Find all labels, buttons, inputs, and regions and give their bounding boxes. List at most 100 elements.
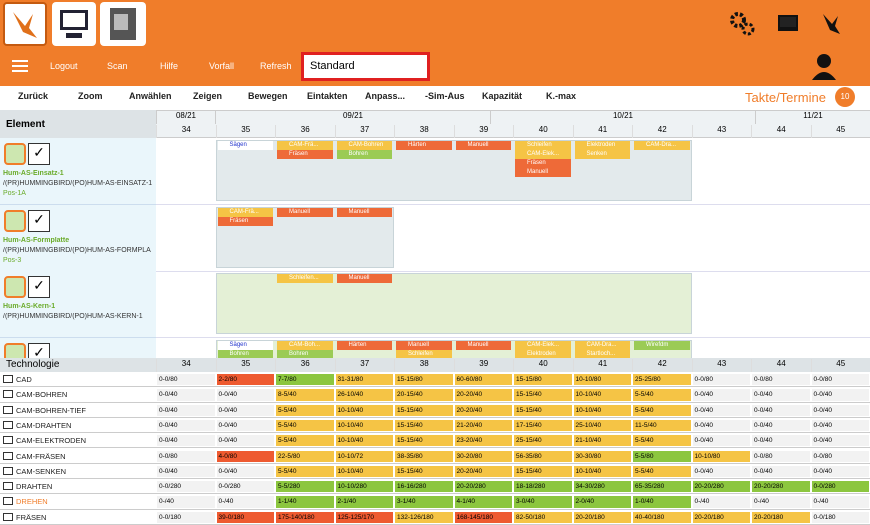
menu-item[interactable]: Vorfall	[209, 61, 235, 71]
menu-item[interactable]: Refresh	[260, 61, 292, 71]
menu-bar	[0, 48, 870, 86]
tech-cell: 0-/40	[692, 496, 750, 508]
tech-cell: 25-10/40	[573, 419, 631, 432]
bar-segment[interactable]: CAM-Frä...	[277, 141, 333, 150]
tech-cell: 175-140/180	[276, 511, 334, 523]
bar-segment[interactable]: Manuell	[455, 141, 511, 150]
bar-segment[interactable]: Manuell	[277, 208, 333, 217]
tech-cell: 0-0/80	[752, 450, 810, 462]
tech-name: FRÄSEN	[16, 512, 47, 522]
tech-cell: 5-5/40	[276, 435, 334, 447]
action-button[interactable]: Anwählen	[129, 91, 172, 101]
bar-segment[interactable]: Schleifen	[515, 141, 571, 150]
bar-segment[interactable]: CAM-Dra...	[634, 141, 690, 150]
bar-segment[interactable]: CAM-Frä...	[217, 208, 273, 217]
bar-segment[interactable]: CAM-Boh...	[277, 341, 333, 350]
bar-segment[interactable]: Manuell	[336, 208, 392, 217]
tech-cell: 20-20/280	[752, 481, 810, 493]
bar-segment[interactable]: Fräsen	[217, 217, 273, 226]
bar-segment[interactable]: Startloch...	[574, 350, 630, 359]
tech-cell: 2-1/40	[335, 496, 393, 508]
bar-segment[interactable]: Sägen	[217, 141, 273, 150]
tech-cell: 0-0/40	[752, 435, 810, 447]
action-button[interactable]: Bewegen	[248, 91, 288, 101]
bar-segment[interactable]: Manuell	[336, 274, 392, 283]
mode-label[interactable]: Takte/Termine	[745, 90, 826, 105]
action-button[interactable]: Eintakten	[307, 91, 348, 101]
bar-segment[interactable]: CAM-Dra...	[574, 341, 630, 350]
bar-segment[interactable]: Härten	[396, 141, 452, 150]
tech-cell: 16-16/280	[395, 481, 453, 493]
bar-segment[interactable]: Elektroden	[515, 350, 571, 359]
tech-cell: 10-10/40	[335, 465, 393, 478]
tech-cell: 30-20/80	[454, 450, 512, 462]
hamburger[interactable]	[12, 60, 30, 74]
app-tile[interactable]	[3, 2, 47, 46]
checkbox[interactable]: ✓	[28, 210, 50, 232]
bar-segment[interactable]: Manuell	[515, 168, 571, 177]
checkbox[interactable]: ✓	[28, 143, 50, 165]
action-button[interactable]: Zeigen	[193, 91, 223, 101]
tech-cell: 10-10/80	[692, 450, 750, 462]
app-tile[interactable]	[52, 2, 96, 46]
tech-cell: 2-0/40	[573, 496, 631, 508]
menu-item[interactable]: Logout	[50, 61, 78, 71]
bar-segment[interactable]: Manuell	[455, 341, 511, 350]
tech-cell: 0-0/40	[157, 389, 215, 401]
bar-segment[interactable]: Schleifen...	[277, 274, 333, 283]
tech-cell: 8-5/40	[276, 389, 334, 401]
menu-item[interactable]: Scan	[107, 61, 128, 71]
bar-segment[interactable]: CAM-Bohren	[336, 141, 392, 150]
bar-segment[interactable]: Senken	[574, 150, 630, 159]
bar-segment[interactable]: Fräsen	[515, 159, 571, 168]
row-grid	[156, 138, 870, 205]
bar-segment[interactable]: CAM-Elek...	[515, 341, 571, 350]
tech-cell: 15-15/80	[514, 374, 572, 386]
bar-segment[interactable]: Sägen	[217, 341, 273, 350]
tech-cell: 0-0/40	[811, 389, 869, 401]
tech-icon	[3, 451, 13, 460]
action-button[interactable]: Kapazität	[482, 91, 523, 101]
user-icon[interactable]	[810, 52, 838, 82]
menu-item[interactable]: Hilfe	[160, 61, 179, 71]
element-name: Hum-AS-Kern-1	[3, 303, 56, 310]
tech-cell: 1-0/40	[633, 496, 691, 508]
tech-cell: 0-0/40	[752, 404, 810, 416]
bar-segment[interactable]: Fräsen	[277, 150, 333, 159]
action-button[interactable]: Anpass...	[365, 91, 406, 101]
bar-segment[interactable]: CAM-Elek...	[515, 150, 571, 159]
tech-cell: 15-15/40	[514, 389, 572, 401]
tech-week-label: 41	[572, 359, 633, 372]
element-icon	[4, 210, 26, 232]
tech-cell: 20-20/280	[692, 481, 750, 493]
badge[interactable]: 10	[835, 87, 855, 107]
tech-cell: 132-126/180	[395, 511, 453, 523]
tech-week-label: 44	[751, 359, 811, 372]
bar-segment[interactable]: Elektroden	[574, 141, 630, 150]
tech-cell: 5-5/80	[633, 450, 691, 462]
bar-segment[interactable]: Härten	[336, 341, 392, 350]
bar-segment[interactable]: Bohren	[277, 350, 333, 359]
week-label: 36	[275, 125, 335, 138]
tech-cell: 15-15/40	[395, 465, 453, 478]
bar-segment[interactable]: Bohren	[217, 350, 273, 359]
week-label: 39	[453, 125, 514, 138]
action-button[interactable]: K.-max	[546, 91, 577, 101]
bar-segment[interactable]: Bohren	[336, 150, 392, 159]
element-pos: Pos-1A	[3, 190, 26, 197]
tech-cell: 15-15/40	[395, 435, 453, 447]
tech-icon	[3, 390, 13, 399]
tech-cell: 11-5/40	[633, 419, 691, 432]
search-box[interactable]: Standard	[301, 52, 430, 81]
checkbox[interactable]: ✓	[28, 276, 50, 298]
bar-segment[interactable]: Schleifen	[396, 350, 452, 359]
tech-week-label: 40	[513, 359, 573, 372]
action-button[interactable]: Zoom	[78, 91, 103, 101]
action-button[interactable]: -Sim-Aus	[425, 91, 465, 101]
app-tile[interactable]	[100, 2, 146, 46]
action-button[interactable]: Zurück	[18, 91, 49, 101]
top-icons[interactable]	[728, 10, 858, 38]
bar-segment[interactable]: Wirefdm	[634, 341, 690, 350]
tech-cell: 0-0/280	[157, 481, 215, 493]
bar-segment[interactable]: Manuell	[396, 341, 452, 350]
